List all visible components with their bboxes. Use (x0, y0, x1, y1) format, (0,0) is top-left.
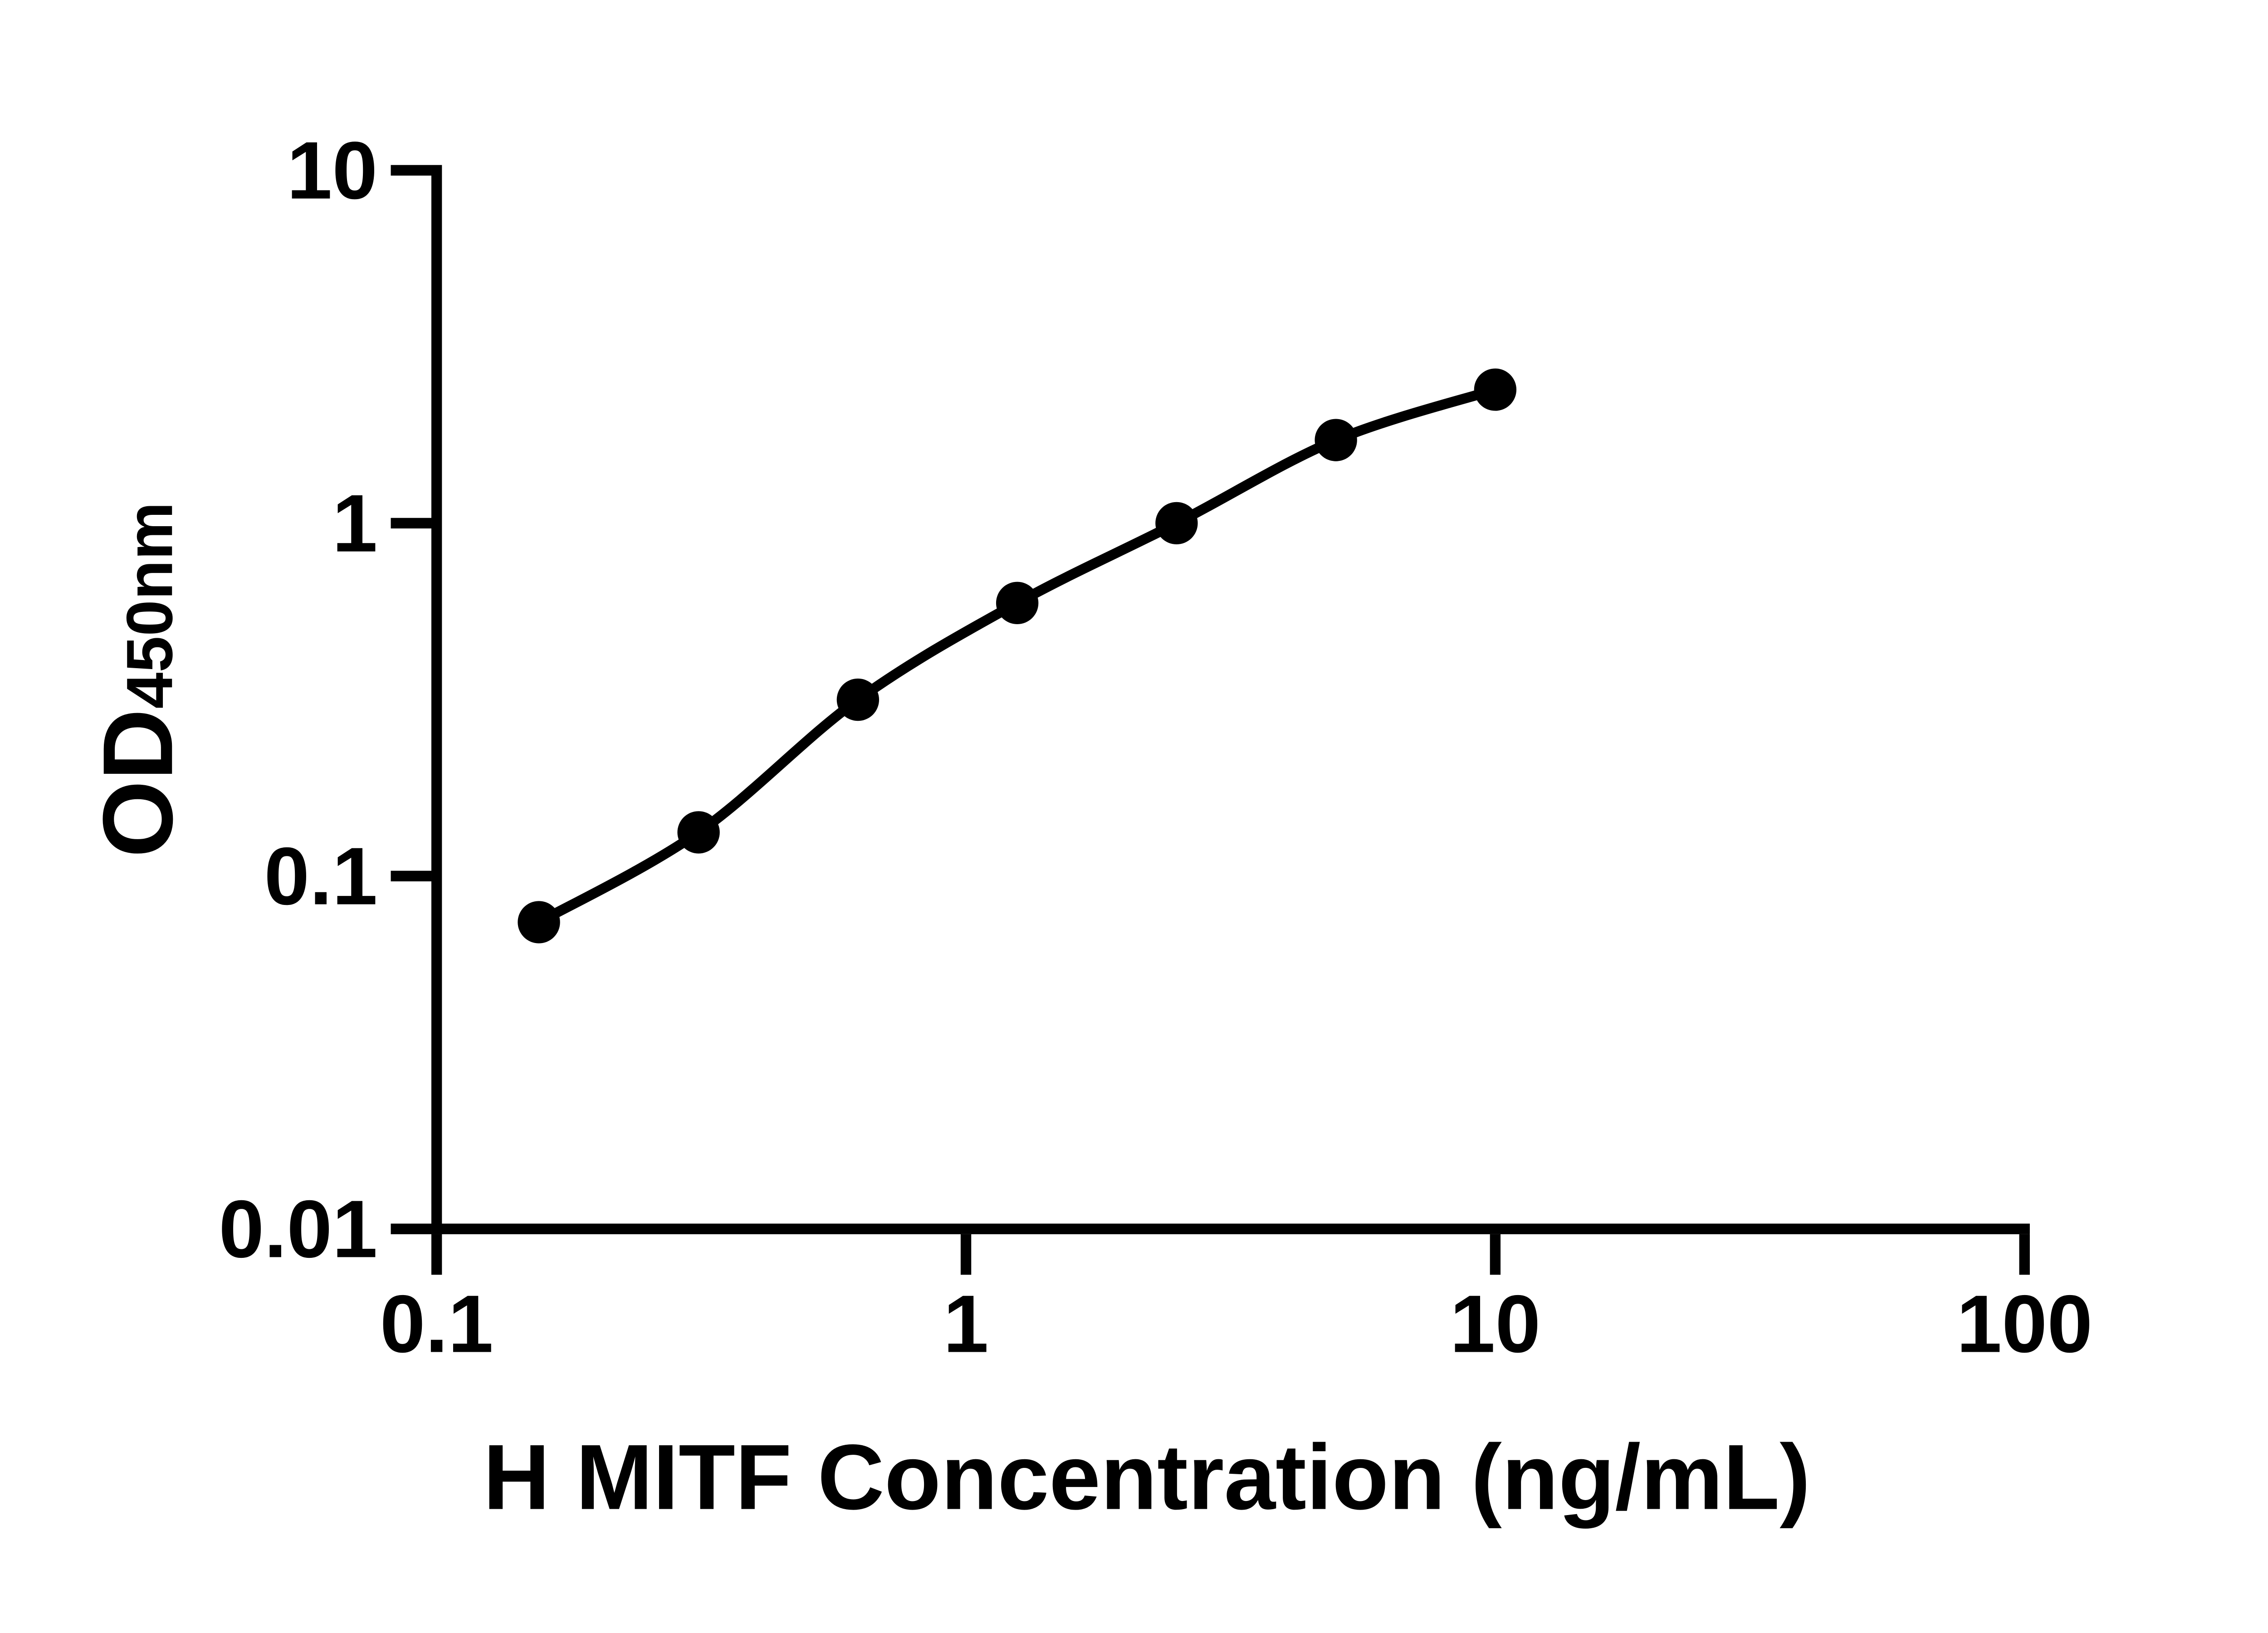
data-point (836, 678, 880, 721)
data-point (1155, 502, 1198, 545)
y-axis-title-subscript: 450nm (113, 502, 186, 709)
y-tick-label: 0.1 (264, 831, 377, 922)
data-point (1474, 368, 1517, 411)
data-point (518, 901, 560, 944)
x-tick-label: 1 (943, 1278, 988, 1369)
x-tick-label: 10 (1450, 1278, 1540, 1369)
x-axis-title: H MITF Concentration (ng/mL) (483, 1426, 1810, 1529)
axes-layer (391, 165, 2030, 1275)
y-axis-title: OD450nm (83, 502, 193, 857)
y-tick-label: 0.01 (219, 1183, 377, 1275)
x-tick-label: 100 (1956, 1278, 2092, 1369)
data-point-layer (518, 368, 1517, 944)
y-tick-label: 1 (332, 478, 377, 569)
data-point (1315, 419, 1357, 461)
x-tick-label: 0.1 (380, 1278, 494, 1369)
y-axis-title-main: OD (83, 709, 193, 857)
y-tick-label: 10 (287, 125, 377, 216)
data-point (677, 811, 720, 854)
data-point (996, 582, 1039, 625)
